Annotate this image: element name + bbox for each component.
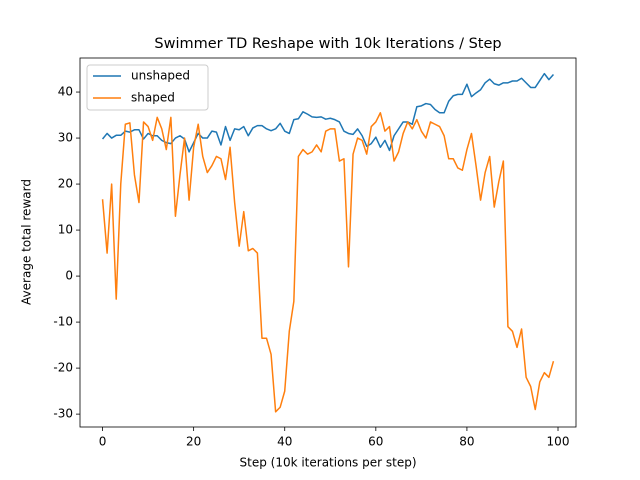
y-tick-label: 30 <box>58 131 73 145</box>
x-tick-label: 40 <box>277 435 292 449</box>
line-series <box>101 72 555 153</box>
legend-label: unshaped <box>131 69 190 83</box>
axes-frame <box>79 57 577 428</box>
x-tick-label: 60 <box>368 435 383 449</box>
y-tick-label: -20 <box>53 361 73 375</box>
legend-label: shaped <box>131 91 175 105</box>
line-series <box>101 112 555 413</box>
x-tick-label: 80 <box>459 435 474 449</box>
chart-title: Swimmer TD Reshape with 10k Iterations /… <box>154 36 501 52</box>
x-tick-label: 20 <box>186 435 201 449</box>
y-tick-label: -30 <box>53 407 73 421</box>
x-tick-label: 0 <box>99 435 107 449</box>
y-axis-label: Average total reward <box>20 179 34 305</box>
y-tick-label: 10 <box>58 223 73 237</box>
y-tick-label: 20 <box>58 177 73 191</box>
x-axis-label: Step (10k iterations per step) <box>240 456 417 470</box>
x-tick-label: 100 <box>547 435 570 449</box>
y-tick-label: 40 <box>58 85 73 99</box>
y-tick-label: -10 <box>53 315 73 329</box>
y-tick-label: 0 <box>65 269 73 283</box>
